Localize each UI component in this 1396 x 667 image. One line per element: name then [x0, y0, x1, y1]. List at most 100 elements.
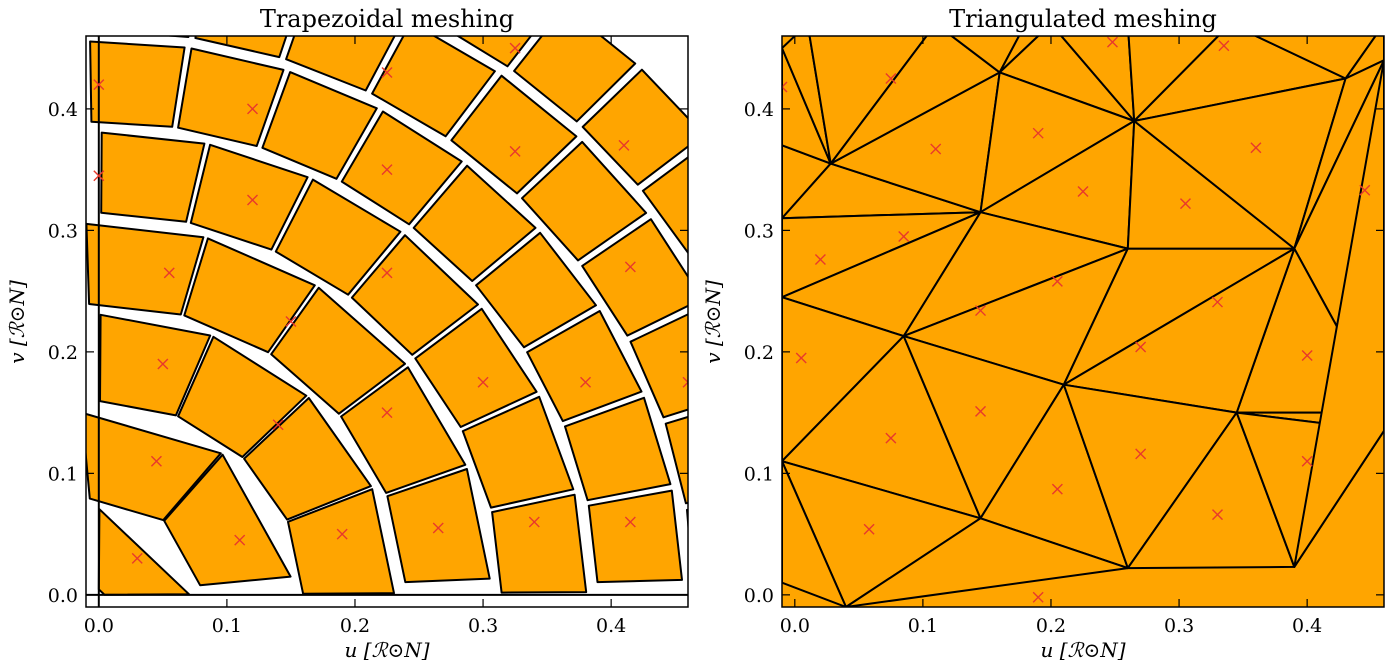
mesh-cell [581, 218, 688, 337]
cell-center-marker [381, 66, 393, 78]
chart-title: Trapezoidal meshing [260, 5, 514, 33]
mesh-cell [664, 415, 688, 505]
mesh-cell [270, 286, 406, 415]
y-tick-label: 0.2 [48, 342, 78, 364]
cell-center-marker [150, 455, 162, 467]
cell-center-marker [618, 139, 630, 151]
mesh-cell [163, 453, 292, 587]
mesh-cell [285, 36, 396, 92]
mesh-cell [491, 493, 588, 594]
panel-triangulated: Triangulated meshing 0.00.00.10.10.20.20… [701, 5, 1385, 662]
chart-title: Triangulated meshing [949, 5, 1217, 33]
cell-center-marker [131, 552, 143, 564]
mesh-cell [161, 36, 190, 38]
cell-center-marker [1135, 341, 1147, 353]
cell-center-marker [336, 528, 348, 540]
mesh-cell [513, 36, 637, 123]
x-axis-label: u [ℛ⊙N] [1040, 638, 1125, 662]
mesh-triangle [845, 517, 1129, 607]
center-markers [782, 36, 1371, 603]
y-tick-label: 0.3 [744, 220, 774, 242]
mesh-cell [526, 310, 643, 423]
cell-center-marker [1179, 198, 1191, 210]
cell-center-marker [1077, 186, 1089, 198]
cell-center-marker [247, 103, 259, 115]
cell-center-marker [624, 261, 636, 273]
y-axis-label: v [ℛ⊙N] [701, 280, 725, 364]
cell-center-marker [272, 419, 284, 431]
cell-center-marker [157, 358, 169, 370]
cell-center-marker [1032, 591, 1044, 603]
cell-center-marker [1301, 350, 1313, 362]
mesh-cell [99, 313, 212, 417]
mesh-cell [274, 178, 402, 296]
mesh-cell [386, 468, 491, 584]
cell-center-marker [1032, 127, 1044, 139]
cell-center-marker [234, 534, 246, 546]
y-tick-label: 0.4 [744, 99, 774, 121]
cell-center-marker [285, 316, 297, 327]
cell-center-marker [1250, 142, 1262, 154]
mesh-cell [350, 234, 479, 356]
mesh-cell [243, 397, 372, 521]
x-axis-label: u [ℛ⊙N] [344, 638, 429, 662]
mesh-cell [183, 237, 316, 354]
tick-labels: 0.0 0.0 0.1 0.1 0.2 0.2 0.3 0.3 0.4 0.4 [744, 36, 1384, 637]
cell-center-marker [814, 254, 826, 266]
axes-frame [781, 35, 1385, 608]
cell-center-marker [624, 516, 636, 528]
mesh-cell [100, 131, 206, 223]
mesh-cell [86, 412, 222, 522]
cell-center-marker [93, 79, 105, 91]
x-tick-label: 0.2 [340, 615, 370, 637]
cell-center-marker [1135, 448, 1147, 460]
mesh-cell [456, 36, 533, 68]
cell-center-marker [975, 305, 987, 317]
mesh-cell [521, 140, 648, 262]
mesh-cell [475, 231, 597, 349]
mesh-cell [371, 36, 496, 138]
cell-center-marker [1211, 296, 1223, 308]
mesh-cell [564, 396, 672, 502]
cell-center-marker [975, 405, 987, 417]
cell-center-marker [885, 432, 897, 444]
y-tick-label: 0.4 [48, 99, 78, 121]
cell-center-marker [1218, 40, 1230, 52]
y-tick-label: 0.0 [48, 585, 78, 607]
cell-center-marker [885, 73, 897, 85]
cell-center-marker [163, 267, 175, 279]
mesh-cell [340, 110, 463, 226]
cell-center-marker [528, 516, 540, 528]
cell-center-marker [782, 81, 788, 93]
cell-center-marker [1359, 184, 1371, 196]
cell-center-marker [509, 42, 521, 54]
y-tick-label: 0.3 [48, 220, 78, 242]
x-tick-label: 0.1 [212, 615, 242, 637]
mesh-cells [86, 36, 688, 607]
center-markers [93, 42, 688, 564]
cell-center-marker [1211, 509, 1223, 521]
cell-center-marker [509, 145, 521, 157]
cell-center-marker [93, 170, 105, 182]
cell-center-marker [1051, 275, 1063, 287]
cell-center-marker [381, 164, 393, 176]
cell-center-marker [432, 522, 444, 534]
mesh-cell [340, 366, 467, 494]
panel-trapezoidal: Trapezoidal meshing 0.00.00.10.10.20.20.… [5, 5, 689, 662]
mesh-cell [177, 47, 285, 147]
x-tick-label: 0.4 [1292, 615, 1322, 637]
mesh-cell [450, 74, 578, 195]
mesh-triangle [782, 460, 847, 607]
cell-center-marker [930, 143, 942, 155]
mesh-cell [177, 335, 308, 458]
x-tick-label: 0.4 [596, 615, 626, 637]
cell-center-marker [477, 376, 489, 388]
cell-center-marker [898, 230, 910, 242]
y-tick-label: 0.0 [744, 585, 774, 607]
mesh-cell [686, 508, 688, 534]
x-tick-label: 0.0 [780, 615, 810, 637]
y-tick-label: 0.2 [744, 342, 774, 364]
cell-center-marker [381, 407, 393, 419]
mesh-triangles [782, 36, 1384, 607]
